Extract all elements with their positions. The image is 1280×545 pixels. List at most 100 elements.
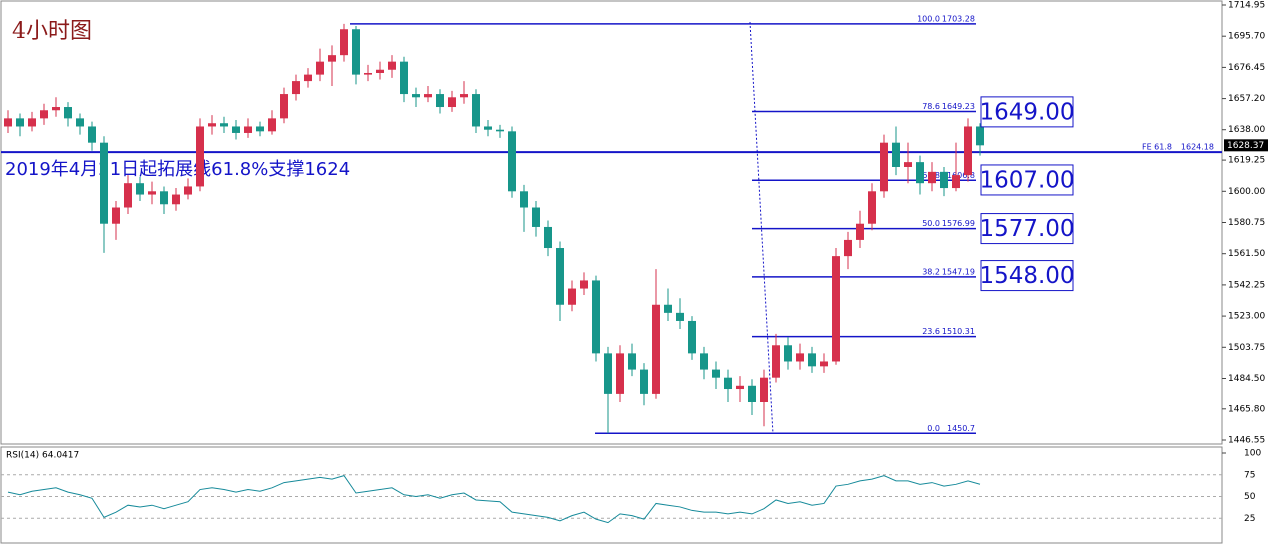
candle-body [112,207,120,224]
candle-body [100,142,108,224]
candle-body [868,191,876,224]
target-box [980,260,1074,292]
candle-body [904,162,912,167]
chart-title: 4小时图 [12,19,92,44]
candle-body [712,369,720,378]
candle-body [484,126,492,130]
candle-body [316,61,324,75]
candle-body [232,126,240,133]
candle-body [892,142,900,167]
candle-body [136,183,144,195]
candle-body [844,239,852,257]
candle-body [160,191,168,205]
candle-body [796,353,804,362]
rsi-name: RSI(14) [6,451,39,461]
target-box [980,164,1074,196]
candle-body [124,183,132,208]
y-tick-label: 1542.25 [1228,280,1265,290]
candle-body [388,61,396,70]
candle-body [880,142,888,192]
candle-body [88,126,96,143]
rsi-frame [0,446,1223,544]
target-label: 1649.00 [979,99,1074,125]
candle-body [916,162,924,184]
candle-body [28,118,36,127]
candle-body [808,353,816,367]
candle-body [544,226,552,249]
candle-body [328,55,336,62]
fib-price: 1450.7 [947,424,975,433]
candle-body [700,353,708,370]
fib-price: 1703.28 [942,14,975,23]
candle-body [172,194,180,205]
candle-body [436,94,444,108]
candle-body [208,123,216,127]
candle-body [976,126,984,146]
candle-body [820,361,828,367]
candle-body [412,94,420,98]
y-tick-label: 25 [1244,514,1255,524]
y-tick-label: 1638.00 [1228,125,1265,135]
candle-body [520,191,528,208]
candle-body [472,94,480,127]
y-tick-label: 1676.45 [1228,63,1265,73]
fib-ratio: 0.0 [927,424,940,433]
y-tick-label: 1619.25 [1228,156,1265,166]
candle-body [40,110,48,119]
candle-body [52,107,60,111]
y-tick-label: 1523.00 [1228,312,1265,322]
candle-body [664,304,672,313]
y-tick-label: 50 [1244,492,1256,502]
candle-body [364,72,372,75]
fib-trend [749,21,774,435]
target-box [980,213,1074,245]
fib-ratio: 38.2 [922,267,940,276]
candle-body [628,353,636,370]
y-tick-label: 1503.75 [1228,343,1265,353]
y-tick-label: 100 [1244,449,1261,459]
candle-body [580,280,588,289]
fib-price: 1649.23 [942,102,975,111]
candle-body [952,175,960,189]
y-tick-label: 1714.95 [1228,1,1265,11]
candle-body [220,123,228,127]
candle-body [772,345,780,378]
y-tick-label: 1657.20 [1228,94,1265,104]
candle-body [496,129,504,132]
candle-body [304,74,312,82]
candle-body [940,171,948,189]
fib-price: 1576.99 [942,219,975,228]
candle-body [568,288,576,305]
candle-body [784,345,792,362]
target-box [980,96,1074,128]
candle-body [400,61,408,95]
candle-body [352,29,360,75]
candle-body [748,385,756,402]
candle-body [64,107,72,119]
candle-body [244,126,252,133]
fib-ratio: 100.0 [917,14,940,23]
candle-body [856,223,864,240]
y-tick-label: 1484.50 [1228,374,1265,384]
candle-body [928,171,936,184]
candle-body [292,81,300,95]
candle-body [424,94,432,98]
candle-body [724,377,732,390]
candle-body [688,320,696,354]
candle-body [184,186,192,195]
candle-body [196,126,204,187]
y-tick-label: 1465.80 [1228,404,1265,414]
y-tick-label: 1600.00 [1228,187,1265,197]
fib-ratio: 78.6 [922,102,940,111]
y-tick-label: 1695.70 [1228,32,1265,42]
candle-body [736,385,744,390]
extension-label: FE 61.8 [1142,143,1172,152]
candle-body [508,131,516,192]
rsi-line [7,475,981,524]
candle-body [4,118,12,127]
target-label: 1577.00 [979,216,1074,242]
y-tick-label: 1580.75 [1228,218,1265,228]
candle-body [652,304,660,394]
